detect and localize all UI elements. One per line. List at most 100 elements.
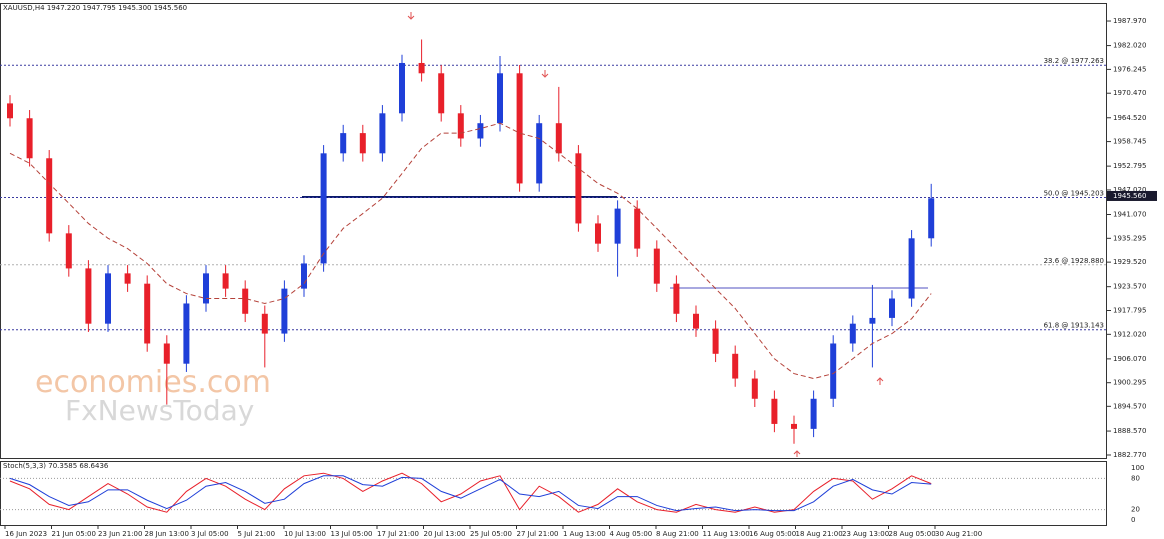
- watermark: economies.com: [35, 365, 271, 400]
- candle-body: [869, 317, 876, 324]
- x-tick-label: 30 Aug 21:00: [935, 530, 982, 538]
- y-tick-label: 1929.520: [1113, 258, 1146, 266]
- y-tick-label: 1935.295: [1113, 234, 1146, 242]
- candle-body: [928, 198, 935, 239]
- y-tick-label: 1882.770: [1113, 451, 1146, 459]
- candle-body: [908, 238, 915, 299]
- y-tick-label: 1888.570: [1113, 427, 1146, 435]
- x-tick-label: 20 Jul 13:00: [424, 530, 466, 538]
- x-tick-label: 4 Aug 05:00: [610, 530, 653, 538]
- main-panel: [0, 3, 1107, 459]
- y-tick-label: 1976.245: [1113, 65, 1146, 73]
- y-tick-label: 1958.745: [1113, 138, 1146, 146]
- x-tick-label: 16 Aug 05:00: [749, 530, 796, 538]
- stoch-tick-label: 80: [1131, 474, 1140, 482]
- x-tick-label: 1 Aug 13:00: [563, 530, 606, 538]
- x-tick-label: 13 Jul 05:00: [331, 530, 373, 538]
- candle-body: [144, 283, 151, 344]
- fractal-arrow: [793, 450, 801, 457]
- candle-body: [320, 153, 327, 264]
- candle-body: [124, 273, 131, 284]
- x-tick-label: 17 Jul 21:00: [377, 530, 419, 538]
- x-tick-label: 5 Jul 21:00: [238, 530, 276, 538]
- candle-body: [516, 73, 523, 184]
- x-tick-label: 28 Aug 05:00: [889, 530, 936, 538]
- fib-label: 38.2 @ 1977.263: [1044, 57, 1104, 65]
- last-price-label: 1945.560: [1113, 192, 1146, 200]
- candle-body: [438, 73, 445, 114]
- x-tick-label: 3 Jul 05:00: [191, 530, 229, 538]
- y-tick-label: 1941.070: [1113, 210, 1146, 218]
- y-tick-label: 1923.570: [1113, 283, 1146, 291]
- candle-body: [359, 133, 366, 154]
- fractal-arrow: [541, 70, 549, 78]
- x-tick-label: 27 Jul 21:00: [517, 530, 559, 538]
- last-price-box: [1107, 190, 1157, 201]
- y-tick-label: 1947.020: [1113, 186, 1146, 194]
- candle-body: [653, 248, 660, 284]
- moving-average: [9, 122, 932, 380]
- y-tick-label: 1964.520: [1113, 114, 1146, 122]
- x-tick-label: 8 Aug 21:00: [656, 530, 699, 538]
- candle-body: [732, 353, 739, 379]
- y-tick-label: 1982.020: [1113, 42, 1146, 50]
- candle-body: [889, 298, 895, 318]
- fib-label: 50.0 @ 1945.203: [1044, 189, 1104, 197]
- candle-body: [261, 313, 268, 334]
- x-tick-label: 23 Jun 21:00: [98, 530, 142, 538]
- candle-body: [575, 153, 582, 224]
- chart-title: XAUUSD,H4 1947.220 1947.795 1945.300 194…: [3, 4, 187, 12]
- candle-body: [614, 208, 621, 244]
- candle-body: [536, 123, 543, 184]
- candle-body: [183, 303, 190, 364]
- candle-body: [418, 62, 425, 74]
- x-tick-label: 11 Aug 13:00: [703, 530, 750, 538]
- candle-body: [85, 268, 92, 324]
- candle-body: [673, 283, 680, 314]
- candle-body: [477, 123, 484, 139]
- y-tick-label: 1970.470: [1113, 89, 1146, 97]
- candle-body: [399, 62, 405, 114]
- candle-body: [105, 273, 111, 324]
- x-tick-label: 18 Aug 21:00: [796, 530, 843, 538]
- candle-body: [555, 123, 562, 154]
- candle-body: [379, 113, 386, 154]
- candle-body: [222, 273, 229, 289]
- y-tick-label: 1917.795: [1113, 307, 1146, 315]
- candle-body: [203, 273, 209, 304]
- y-tick-label: 1952.795: [1113, 162, 1146, 170]
- stoch-tick-label: 0: [1131, 516, 1135, 524]
- fractal-arrow: [876, 377, 884, 385]
- x-tick-label: 21 Jun 05:00: [52, 530, 96, 538]
- candle-body: [340, 133, 347, 154]
- stoch-line: [9, 472, 932, 513]
- candle-body: [751, 378, 758, 399]
- candle-body: [26, 118, 33, 159]
- candle-body: [595, 223, 601, 244]
- x-tick-label: 25 Jul 05:00: [470, 530, 512, 538]
- candle-body: [242, 288, 249, 314]
- stoch-line: [9, 475, 932, 512]
- candle-body: [46, 158, 53, 234]
- x-tick-label: 10 Jul 13:00: [284, 530, 326, 538]
- candle-body: [634, 208, 641, 249]
- watermark: FxNewsToday: [65, 394, 254, 427]
- stoch-title: Stoch(5,3,3) 70.3585 68.6436: [3, 462, 109, 470]
- candle-body: [712, 328, 719, 354]
- y-tick-label: 1900.295: [1113, 379, 1146, 387]
- candle-body: [7, 103, 13, 119]
- candle-body: [830, 343, 837, 399]
- fib-label: 61.8 @ 1913.143: [1044, 322, 1104, 330]
- y-tick-label: 1894.570: [1113, 402, 1146, 410]
- y-tick-label: 1912.020: [1113, 330, 1146, 338]
- candle-body: [301, 263, 307, 289]
- x-tick-label: 23 Aug 13:00: [842, 530, 889, 538]
- y-tick-label: 1987.970: [1113, 17, 1146, 25]
- x-tick-label: 28 Jun 13:00: [145, 530, 189, 538]
- candle-body: [65, 233, 72, 269]
- candle-body: [457, 113, 464, 139]
- candle-body: [771, 398, 778, 424]
- x-tick-label: 16 Jun 2023: [5, 530, 47, 538]
- stoch-panel: [0, 461, 1107, 526]
